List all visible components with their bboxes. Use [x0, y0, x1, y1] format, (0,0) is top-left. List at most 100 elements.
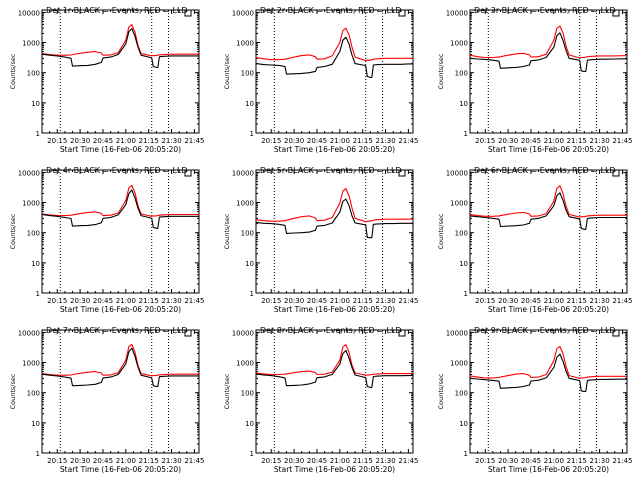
marker-box — [184, 329, 192, 337]
y-axis: 1 10 100 1000 10000 — [232, 9, 413, 138]
y-tick-label: 10 — [31, 420, 40, 428]
lld-series-line — [469, 185, 627, 218]
detector-panel-9: Det 9r BLACK = Events, RED = LLD 1 10 100 10… — [437, 326, 633, 474]
x-tick-label: 20:30 — [284, 457, 304, 465]
x-tick-label: 20:15 — [47, 137, 67, 145]
y-axis-label: Counts/sec — [437, 53, 445, 89]
x-tick-label: 21:00 — [116, 457, 136, 465]
y-tick-label: 1 — [36, 290, 40, 298]
y-tick-label: 1000 — [236, 200, 254, 208]
y-tick-label: 100 — [27, 230, 40, 238]
x-tick-label: 21:00 — [116, 137, 136, 145]
x-axis-label: Start Time (16-Feb-06 20:05:20) — [60, 145, 181, 154]
y-axis-label: Counts/sec — [9, 213, 17, 249]
y-axis: 1 10 100 1000 10000 — [18, 9, 199, 138]
detector-panel-1: Det 1r BLACK = Events, RED = LLD 1 10 100 10… — [9, 6, 205, 154]
x-tick-label: 20:15 — [47, 297, 67, 305]
x-tick-label: 21:45 — [612, 297, 632, 305]
x-tick-label: 21:45 — [398, 137, 418, 145]
y-tick-label: 100 — [27, 70, 40, 78]
x-tick-label: 20:45 — [307, 457, 327, 465]
y-axis-label: Counts/sec — [223, 53, 231, 89]
chart-title: Det 6r BLACK = Events, RED = LLD — [474, 166, 616, 175]
x-axis: 20:15 20:30 20:45 21:00 21:15 21:30 21:45 — [475, 330, 633, 465]
chart-title: Det 7r BLACK = Events, RED = LLD — [46, 326, 188, 335]
lld-series-line — [255, 27, 413, 62]
x-tick-label: 21:15 — [567, 137, 587, 145]
y-tick-label: 1 — [250, 450, 254, 458]
x-tick-label: 20:30 — [284, 137, 304, 145]
marker-box — [612, 329, 620, 337]
x-tick-label: 21:00 — [544, 297, 564, 305]
x-tick-label: 21:15 — [353, 297, 373, 305]
events-series-line — [469, 192, 627, 230]
y-axis-label: Counts/sec — [223, 213, 231, 249]
x-tick-label: 21:45 — [398, 297, 418, 305]
x-tick-label: 20:30 — [70, 297, 90, 305]
x-tick-label: 21:15 — [353, 457, 373, 465]
chart-title: Det 1r BLACK = Events, RED = LLD — [46, 6, 188, 15]
chart-title: Det 8r BLACK = Events, RED = LLD — [260, 326, 402, 335]
y-tick-label: 1 — [36, 130, 40, 138]
y-axis: 1 10 100 1000 10000 — [446, 169, 627, 298]
y-tick-label: 10 — [245, 100, 254, 108]
y-axis: 1 10 100 1000 10000 — [18, 169, 199, 298]
x-tick-label: 21:15 — [353, 137, 373, 145]
x-tick-label: 21:30 — [161, 137, 181, 145]
y-tick-label: 100 — [241, 230, 254, 238]
y-tick-label: 100 — [241, 70, 254, 78]
x-tick-label: 21:00 — [330, 137, 350, 145]
lld-series-line — [469, 345, 627, 379]
x-tick-label: 20:45 — [521, 457, 541, 465]
x-axis: 20:15 20:30 20:45 21:00 21:15 21:30 21:45 — [261, 10, 419, 145]
x-axis-label: Start Time (16-Feb-06 20:05:20) — [60, 305, 181, 314]
y-tick-label: 1000 — [450, 40, 468, 48]
y-tick-label: 10 — [245, 420, 254, 428]
x-tick-label: 20:45 — [93, 137, 113, 145]
y-tick-label: 100 — [455, 390, 468, 398]
x-axis-label: Start Time (16-Feb-06 20:05:20) — [488, 145, 609, 154]
x-tick-label: 21:15 — [139, 297, 159, 305]
y-tick-label: 1 — [464, 130, 468, 138]
lld-series-line — [255, 188, 413, 223]
plot-frame — [41, 9, 200, 134]
y-tick-label: 10 — [459, 260, 468, 268]
marker-box — [398, 9, 406, 17]
x-tick-label: 21:15 — [567, 457, 587, 465]
events-series-line — [469, 32, 627, 72]
x-tick-label: 21:45 — [398, 457, 418, 465]
marker-box — [184, 9, 192, 17]
detector-panel-5: Det 5r BLACK = Events, RED = LLD 1 10 100 10… — [223, 166, 419, 314]
lld-series-line — [255, 344, 413, 376]
y-tick-label: 1000 — [450, 360, 468, 368]
y-tick-label: 1000 — [22, 360, 40, 368]
y-tick-label: 1 — [250, 290, 254, 298]
x-tick-label: 21:30 — [589, 137, 609, 145]
y-axis-label: Counts/sec — [9, 373, 17, 409]
x-axis: 20:15 20:30 20:45 21:00 21:15 21:30 21:45 — [47, 10, 205, 145]
x-axis-label: Start Time (16-Feb-06 20:05:20) — [60, 465, 181, 474]
y-axis-label: Counts/sec — [437, 213, 445, 249]
x-tick-label: 20:30 — [498, 457, 518, 465]
x-tick-label: 21:45 — [184, 457, 204, 465]
x-tick-label: 20:15 — [475, 137, 495, 145]
detector-panel-6: Det 6r BLACK = Events, RED = LLD 1 10 100 10… — [437, 166, 633, 314]
y-tick-label: 10 — [31, 100, 40, 108]
x-axis: 20:15 20:30 20:45 21:00 21:15 21:30 21:45 — [475, 10, 633, 145]
x-tick-label: 21:45 — [612, 457, 632, 465]
x-tick-label: 20:30 — [70, 457, 90, 465]
marker-box — [612, 9, 620, 17]
events-series-line — [41, 189, 199, 229]
x-axis-label: Start Time (16-Feb-06 20:05:20) — [274, 305, 395, 314]
chart-title: Det 3r BLACK = Events, RED = LLD — [474, 6, 616, 15]
x-tick-label: 20:45 — [93, 457, 113, 465]
detector-panel-4: Det 4r BLACK = Events, RED = LLD 1 10 100 10… — [9, 166, 205, 314]
y-tick-label: 1000 — [22, 200, 40, 208]
y-tick-label: 1 — [250, 130, 254, 138]
x-axis-label: Start Time (16-Feb-06 20:05:20) — [274, 145, 395, 154]
y-tick-label: 10000 — [446, 169, 468, 177]
x-tick-label: 21:30 — [161, 297, 181, 305]
lld-series-line — [469, 25, 627, 59]
plot-frame — [469, 169, 628, 294]
x-tick-label: 20:15 — [261, 297, 281, 305]
